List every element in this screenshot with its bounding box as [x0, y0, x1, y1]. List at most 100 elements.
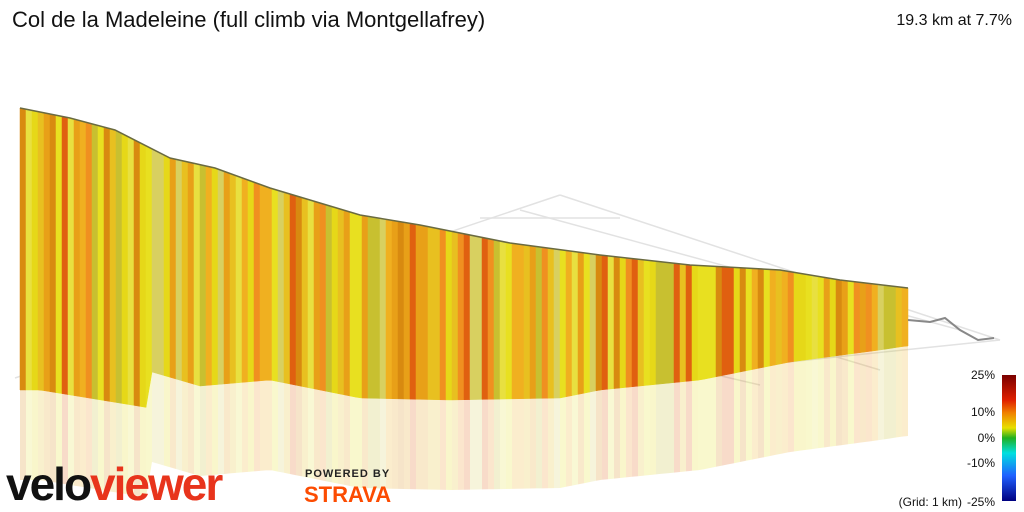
- profile-strip: [427, 226, 435, 400]
- reflection-strip: [878, 349, 884, 441]
- profile-strip: [859, 282, 867, 353]
- reflection-strip: [578, 393, 584, 485]
- reflection-strip: [476, 399, 482, 490]
- profile-strip: [307, 199, 315, 390]
- profile-strip: [709, 265, 717, 379]
- reflection-strip: [392, 398, 398, 489]
- reflection-strip: [140, 406, 146, 498]
- profile-strip: [697, 265, 705, 381]
- strava: STRAVA: [304, 482, 391, 507]
- profile-strip: [655, 260, 663, 385]
- reflection-strip: [122, 403, 128, 495]
- profile-strip: [121, 133, 129, 405]
- profile-strip: [169, 157, 177, 380]
- reflection-strip: [422, 399, 428, 490]
- reflection-strip: [494, 399, 500, 490]
- reflection-strip: [524, 398, 530, 489]
- reflection-strip: [770, 364, 776, 456]
- reflection-strip: [86, 397, 92, 489]
- profile-strip: [25, 108, 33, 391]
- reflection-strip: [68, 394, 74, 486]
- reflection-strip: [830, 355, 836, 447]
- profile-strip: [661, 261, 669, 385]
- profile-strip: [529, 245, 537, 399]
- profile-reflection: [20, 346, 908, 498]
- profile-strip: [421, 225, 429, 400]
- reflection-strip: [782, 362, 788, 454]
- reflection-strip: [62, 393, 68, 485]
- reflection-strip: [518, 398, 524, 489]
- profile-strip: [823, 277, 831, 358]
- reflection-strip: [134, 405, 140, 497]
- reflection-strip: [740, 370, 746, 462]
- logo-velo: velo: [6, 458, 91, 510]
- reflection-strip: [146, 372, 152, 498]
- reflection-strip: [884, 348, 890, 440]
- profile-strip: [595, 254, 603, 392]
- reflection-strip: [368, 398, 374, 489]
- profile-strip: [535, 246, 543, 399]
- profile-strip: [499, 240, 507, 400]
- reflection-strip: [176, 379, 182, 471]
- reflection-strip: [590, 390, 596, 482]
- reflection-strip: [80, 396, 86, 488]
- grid-note: (Grid: 1 km): [899, 495, 962, 509]
- reflection-strip: [212, 384, 218, 475]
- reflection-strip: [548, 398, 554, 489]
- profile-strip: [559, 249, 567, 399]
- profile-strip: [103, 126, 111, 402]
- reflection-strip: [674, 382, 680, 473]
- reflection-strip: [182, 380, 188, 473]
- reflection-strip: [254, 380, 260, 472]
- profile-strip: [727, 266, 735, 375]
- profile-strip: [367, 216, 375, 399]
- profile-strip: [157, 151, 165, 376]
- reflection-strip: [746, 369, 752, 461]
- reflection-strip: [386, 398, 392, 489]
- reflection-strip: [728, 373, 734, 465]
- reflection-strip: [596, 389, 602, 481]
- reflection-strip: [638, 385, 644, 477]
- profile-strip: [517, 243, 525, 400]
- profile-strip: [817, 276, 825, 359]
- profile-strip: [109, 128, 117, 403]
- reflection-strip: [530, 398, 536, 489]
- profile-strip: [511, 242, 519, 400]
- profile-strip: [391, 220, 399, 400]
- profile-strip: [589, 253, 597, 393]
- reflection-strip: [278, 381, 284, 473]
- profile-strip: [769, 269, 777, 367]
- profile-strip: [193, 163, 201, 387]
- profile-strip: [493, 239, 501, 400]
- reflection-strip: [650, 384, 656, 475]
- profile-strip: [631, 258, 639, 388]
- profile-strip: [37, 111, 45, 391]
- profile-strip: [835, 279, 843, 357]
- profile-strip: [415, 224, 423, 400]
- reflection-strip: [602, 389, 608, 480]
- reflection-strip: [866, 351, 872, 442]
- reflection-strip: [206, 384, 212, 476]
- profile-strip: [703, 265, 711, 380]
- profile-strip: [739, 267, 747, 373]
- profile-strip: [541, 246, 549, 399]
- profile-strip: [31, 110, 39, 391]
- profile-strip: [55, 114, 63, 394]
- profile-strip: [115, 130, 123, 404]
- reflection-strip: [572, 394, 578, 486]
- profile-strip: [265, 186, 273, 381]
- profile-strip: [163, 154, 171, 378]
- reflection-strip: [686, 380, 692, 472]
- reflection-strip: [692, 380, 698, 471]
- reflection-strip: [362, 398, 368, 489]
- profile-strip: [505, 241, 513, 400]
- reflection-strip: [500, 398, 506, 490]
- reflection-strip: [512, 398, 518, 489]
- reflection-strip: [404, 398, 410, 490]
- profile-strip: [247, 179, 255, 383]
- profile-strip: [139, 142, 147, 408]
- profile-strip: [463, 233, 471, 401]
- reflection-strip: [170, 377, 176, 469]
- logo-viewer: viewer: [90, 458, 223, 510]
- reflection-strip: [872, 350, 878, 442]
